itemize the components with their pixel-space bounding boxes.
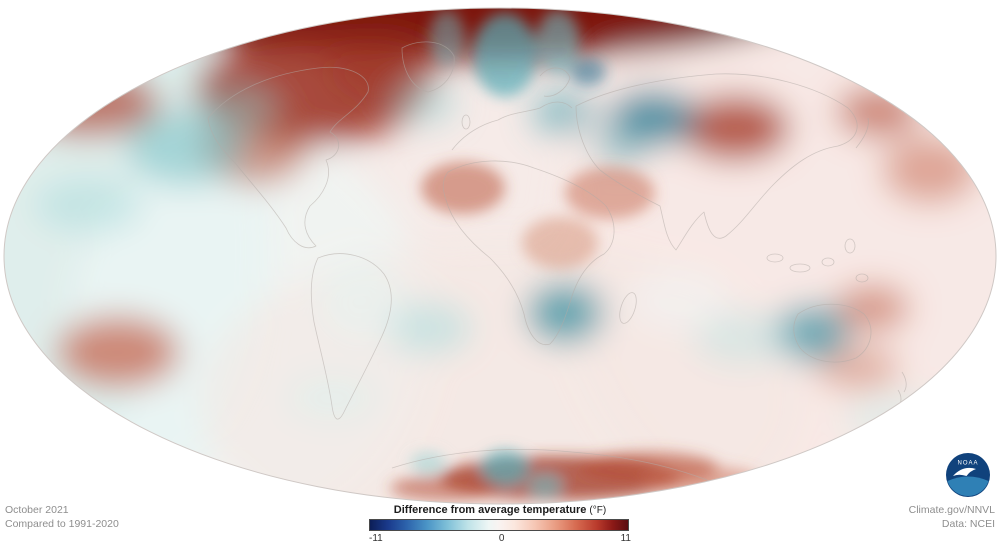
data-source-line: Data: NCEI	[941, 517, 995, 530]
map-date: October 2021	[5, 504, 69, 516]
globe-outline	[3, 7, 997, 505]
noaa-logo: NOAA	[946, 453, 990, 497]
anomaly-shading	[4, 8, 996, 504]
legend-title: Difference from average temperature (°F)	[369, 504, 631, 516]
coastlines	[207, 41, 907, 483]
map-baseline: Compared to 1991-2020	[5, 517, 119, 530]
legend: Difference from average temperature (°F)…	[369, 504, 631, 544]
credit-line: Climate.gov/NNVL	[908, 504, 995, 516]
legend-tick-min: -11	[369, 533, 383, 544]
legend-colorbar	[369, 519, 629, 531]
legend-tick-max: 11	[620, 533, 631, 544]
legend-tick-mid: 0	[498, 533, 505, 544]
legend-title-text: Difference from average temperature	[393, 504, 587, 516]
credits: Climate.gov/NNVL Data: NCEI	[909, 504, 995, 531]
noaa-logo-text: NOAA	[957, 461, 978, 467]
world-map	[3, 7, 997, 505]
legend-unit: (°F)	[589, 505, 607, 516]
date-caption: October 2021 Compared to 1991-2020	[5, 504, 119, 531]
legend-ticks: -11 0 11	[369, 533, 631, 544]
